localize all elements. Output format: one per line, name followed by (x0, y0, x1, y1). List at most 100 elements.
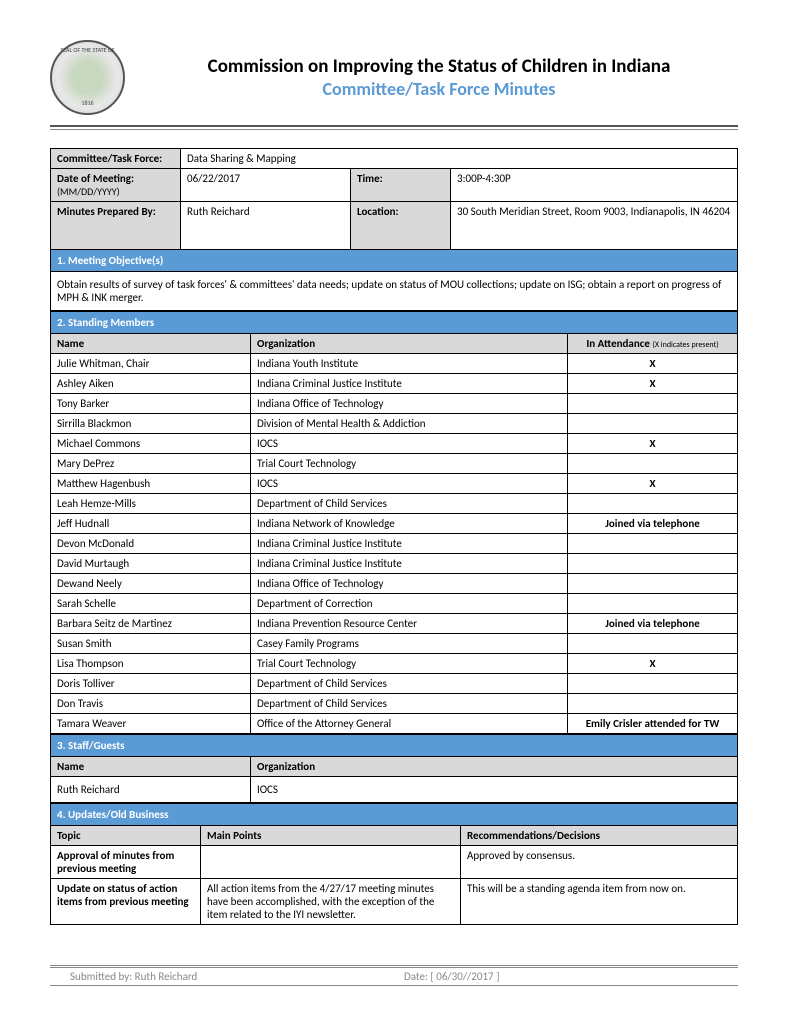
member-attendance (568, 454, 738, 474)
member-name: Susan Smith (51, 634, 251, 654)
member-org: Department of Child Services (251, 674, 568, 694)
member-attendance: X (568, 654, 738, 674)
member-name: David Murtaugh (51, 554, 251, 574)
footer-submitted: Submitted by: Ruth Reichard (50, 970, 404, 983)
title-sub: Committee/Task Force Minutes (140, 78, 738, 100)
member-name: Barbara Seitz de Martinez (51, 614, 251, 634)
document-header: Commission on Improving the Status of Ch… (50, 40, 738, 115)
divider (50, 125, 738, 127)
time-value: 3:00P-4:30P (451, 169, 738, 202)
table-row: Tamara WeaverOffice of the Attorney Gene… (51, 714, 738, 734)
member-org: IOCS (251, 474, 568, 494)
member-attendance (568, 674, 738, 694)
date-value: 06/22/2017 (181, 169, 351, 202)
table-row: Michael CommonsIOCSX (51, 434, 738, 454)
update-rec: This will be a standing agenda item from… (461, 879, 738, 925)
update-topic: Update on status of action items from pr… (51, 879, 201, 925)
col-points: Main Points (201, 826, 461, 846)
member-name: Mary DePrez (51, 454, 251, 474)
col-att-sub: (X indicates present) (652, 340, 718, 350)
prepared-label: Minutes Prepared By: (51, 202, 181, 250)
staff-table: 3. Staff/Guests Name Organization Ruth R… (50, 734, 738, 803)
member-org: Office of the Attorney General (251, 714, 568, 734)
title-main: Commission on Improving the Status of Ch… (140, 55, 738, 78)
member-attendance: X (568, 354, 738, 374)
member-org: Indiana Prevention Resource Center (251, 614, 568, 634)
updates-table: 4. Updates/Old Business Topic Main Point… (50, 803, 738, 925)
table-row: Mary DePrezTrial Court Technology (51, 454, 738, 474)
member-org: Indiana Network of Knowledge (251, 514, 568, 534)
date-label-text: Date of Meeting: (57, 172, 134, 185)
member-org: Indiana Office of Technology (251, 394, 568, 414)
member-org: Indiana Youth Institute (251, 354, 568, 374)
section-objectives-header: 1. Meeting Objective(s) (51, 250, 738, 272)
member-attendance (568, 494, 738, 514)
member-attendance: Joined via telephone (568, 514, 738, 534)
table-row: Lisa ThompsonTrial Court TechnologyX (51, 654, 738, 674)
member-org: Indiana Criminal Justice Institute (251, 374, 568, 394)
table-row: Ruth ReichardIOCS (51, 777, 738, 803)
footer: Submitted by: Ruth Reichard Date: [ 06/3… (50, 965, 738, 986)
member-name: Ashley Aiken (51, 374, 251, 394)
table-row: Ashley AikenIndiana Criminal Justice Ins… (51, 374, 738, 394)
update-points: All action items from the 4/27/17 meetin… (201, 879, 461, 925)
staff-org: IOCS (251, 777, 738, 803)
member-org: Department of Child Services (251, 694, 568, 714)
member-name: Jeff Hudnall (51, 514, 251, 534)
table-row: David MurtaughIndiana Criminal Justice I… (51, 554, 738, 574)
location-label: Location: (351, 202, 451, 250)
table-row: Leah Hemze-MillsDepartment of Child Serv… (51, 494, 738, 514)
meta-table: Committee/Task Force: Data Sharing & Map… (50, 148, 738, 311)
member-org: Trial Court Technology (251, 454, 568, 474)
member-org: Indiana Criminal Justice Institute (251, 554, 568, 574)
col-rec: Recommendations/Decisions (461, 826, 738, 846)
section-staff-header: 3. Staff/Guests (51, 735, 738, 757)
table-row: Approval of minutes from previous meetin… (51, 846, 738, 879)
prepared-value: Ruth Reichard (181, 202, 351, 250)
member-attendance (568, 414, 738, 434)
table-row: Julie Whitman, ChairIndiana Youth Instit… (51, 354, 738, 374)
member-org: Indiana Office of Technology (251, 574, 568, 594)
col-topic: Topic (51, 826, 201, 846)
date-sub-label: (MM/DD/YYYY) (57, 185, 120, 198)
update-points (201, 846, 461, 879)
col-att-text: In Attendance (586, 337, 652, 350)
table-row: Sarah SchelleDepartment of Correction (51, 594, 738, 614)
member-attendance (568, 634, 738, 654)
members-table: 2. Standing Members Name Organization In… (50, 311, 738, 734)
title-block: Commission on Improving the Status of Ch… (140, 55, 738, 100)
col-staff-name: Name (51, 757, 251, 777)
member-attendance (568, 554, 738, 574)
table-row: Tony BarkerIndiana Office of Technology (51, 394, 738, 414)
table-row: Jeff HudnallIndiana Network of Knowledge… (51, 514, 738, 534)
member-name: Sarah Schelle (51, 594, 251, 614)
col-attendance: In Attendance (X indicates present) (568, 334, 738, 354)
date-label: Date of Meeting: (MM/DD/YYYY) (51, 169, 181, 202)
committee-value: Data Sharing & Mapping (181, 149, 738, 169)
member-attendance: Joined via telephone (568, 614, 738, 634)
location-value: 30 South Meridian Street, Room 9003, Ind… (451, 202, 738, 250)
table-row: Sirrilla BlackmonDivision of Mental Heal… (51, 414, 738, 434)
table-row: Matthew HagenbushIOCSX (51, 474, 738, 494)
table-row: Don TravisDepartment of Child Services (51, 694, 738, 714)
update-rec: Approved by consensus. (461, 846, 738, 879)
member-org: Department of Correction (251, 594, 568, 614)
update-topic: Approval of minutes from previous meetin… (51, 846, 201, 879)
divider (50, 129, 738, 130)
member-attendance (568, 394, 738, 414)
col-name: Name (51, 334, 251, 354)
member-org: IOCS (251, 434, 568, 454)
state-seal-icon (50, 40, 125, 115)
member-name: Leah Hemze-Mills (51, 494, 251, 514)
member-org: Casey Family Programs (251, 634, 568, 654)
table-row: Dewand NeelyIndiana Office of Technology (51, 574, 738, 594)
committee-label: Committee/Task Force: (51, 149, 181, 169)
table-row: Devon McDonaldIndiana Criminal Justice I… (51, 534, 738, 554)
time-label: Time: (351, 169, 451, 202)
member-name: Don Travis (51, 694, 251, 714)
table-row: Barbara Seitz de MartinezIndiana Prevent… (51, 614, 738, 634)
table-row: Susan SmithCasey Family Programs (51, 634, 738, 654)
section-updates-header: 4. Updates/Old Business (51, 804, 738, 826)
col-staff-org: Organization (251, 757, 738, 777)
member-attendance: X (568, 434, 738, 454)
